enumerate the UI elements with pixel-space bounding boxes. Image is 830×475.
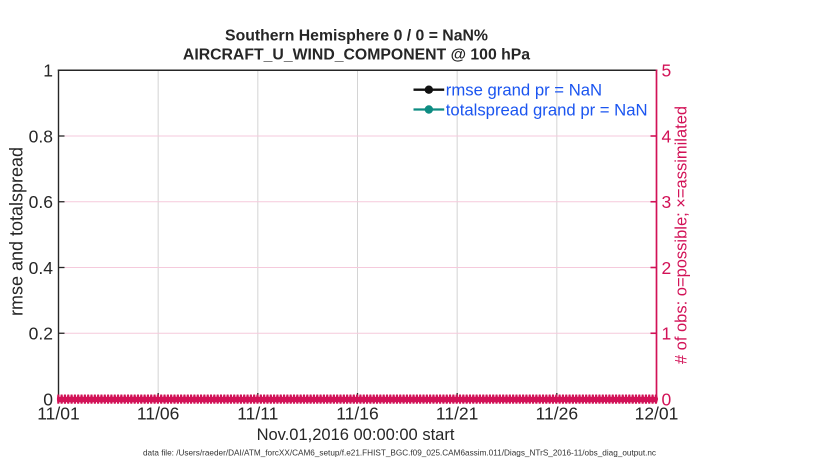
svg-text:11/16: 11/16 xyxy=(336,404,379,424)
svg-text:0.8: 0.8 xyxy=(29,126,53,146)
svg-text:rmse and totalspread: rmse and totalspread xyxy=(7,147,27,316)
svg-text:0.2: 0.2 xyxy=(29,324,53,344)
svg-text:1: 1 xyxy=(43,61,53,81)
svg-text:totalspread grand pr = NaN: totalspread grand pr = NaN xyxy=(446,101,648,120)
svg-text:11/01: 11/01 xyxy=(37,404,80,424)
svg-text:Nov.01,2016 00:00:00 start: Nov.01,2016 00:00:00 start xyxy=(257,426,455,444)
svg-text:11/11: 11/11 xyxy=(237,404,278,424)
svg-text:0.4: 0.4 xyxy=(29,258,54,278)
svg-text:data file: /Users/raeder/DAI/A: data file: /Users/raeder/DAI/ATM_forcXX/… xyxy=(143,448,656,457)
svg-text:12/01: 12/01 xyxy=(635,404,679,424)
svg-text:0.6: 0.6 xyxy=(29,192,53,212)
svg-text:0: 0 xyxy=(43,389,53,409)
svg-text:1: 1 xyxy=(662,324,672,344)
svg-text:5: 5 xyxy=(662,61,672,81)
svg-text:rmse grand pr = NaN: rmse grand pr = NaN xyxy=(446,81,602,100)
svg-text:4: 4 xyxy=(662,126,672,146)
svg-text:# of obs: o=possible; ×=assimi: # of obs: o=possible; ×=assimilated xyxy=(673,106,691,364)
svg-text:Southern Hemisphere 0 / 0 = Na: Southern Hemisphere 0 / 0 = NaN% xyxy=(225,28,488,45)
svg-text:0: 0 xyxy=(662,389,672,409)
svg-text:11/26: 11/26 xyxy=(536,404,579,424)
svg-text:2: 2 xyxy=(662,258,672,278)
svg-text:11/06: 11/06 xyxy=(137,404,180,424)
svg-text:3: 3 xyxy=(662,192,672,212)
svg-text:AIRCRAFT_U_WIND_COMPONENT @ 10: AIRCRAFT_U_WIND_COMPONENT @ 100 hPa xyxy=(183,47,530,64)
svg-text:11/21: 11/21 xyxy=(436,404,479,424)
